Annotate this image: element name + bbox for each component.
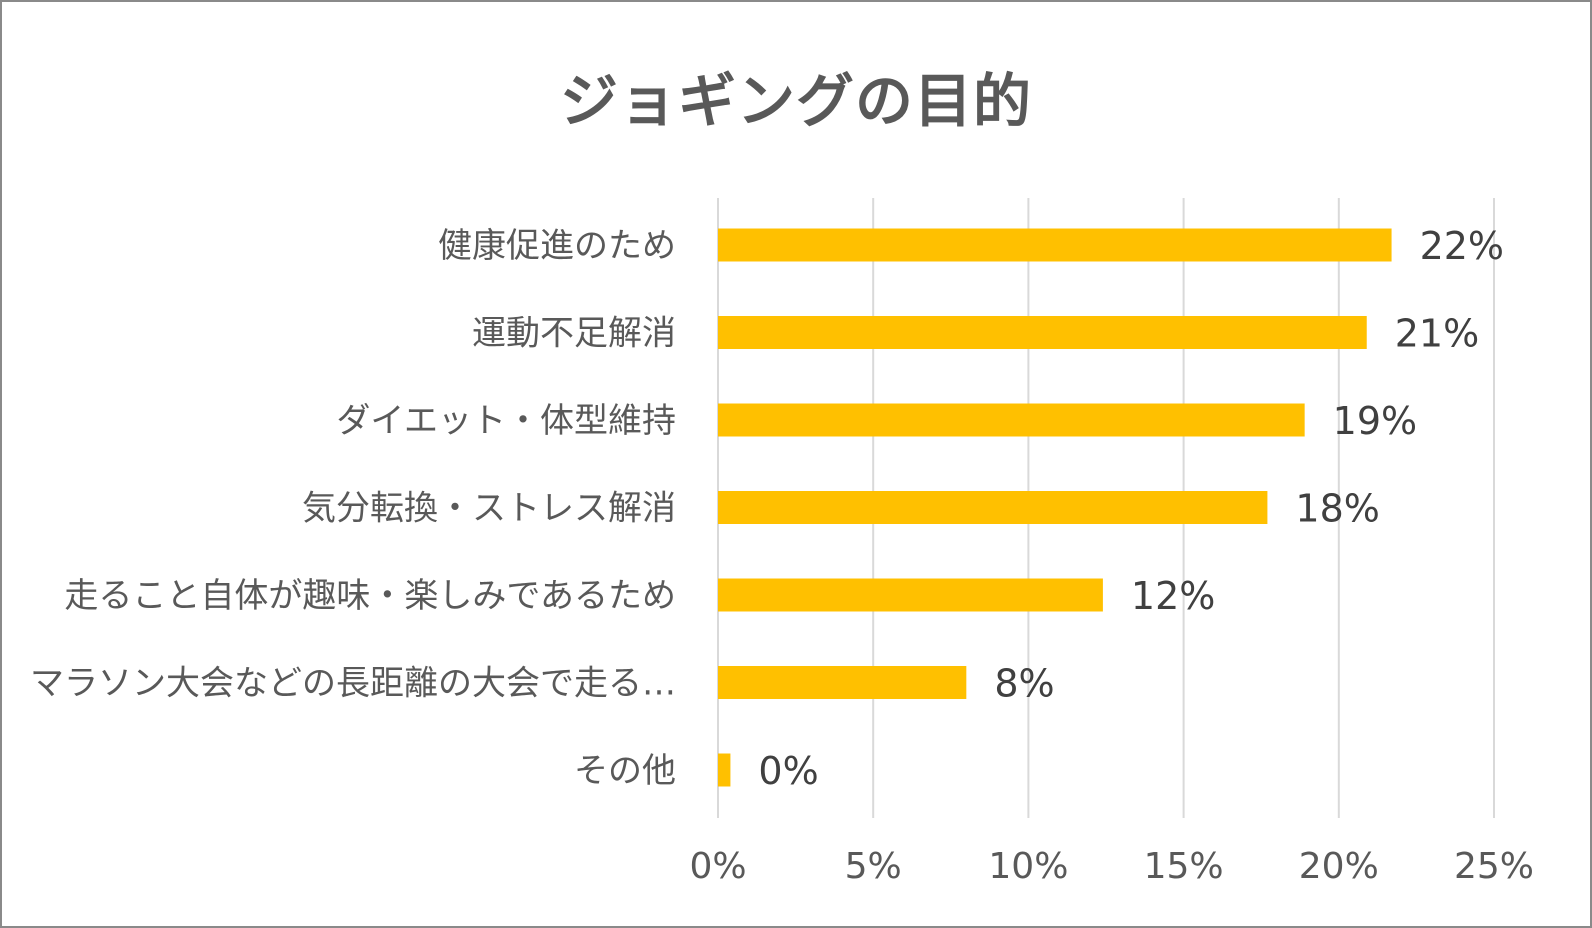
x-tick-label-5: 5% <box>845 846 902 887</box>
bar-2 <box>718 403 1305 437</box>
category-label-0: 健康促進のため <box>438 226 676 266</box>
bar-1 <box>718 316 1367 349</box>
value-label-6: 0% <box>758 749 818 793</box>
x-tick-label-25: 25% <box>1454 846 1534 887</box>
labels: 0% 5% 10% 15% 20% 25% 健康促進のため 22% 運動不足解消 21% ダイエット… <box>30 224 1534 887</box>
category-label-2: ダイエット・体型維持 <box>336 401 676 441</box>
bar-6 <box>718 753 731 787</box>
value-label-0: 22% <box>1420 224 1504 268</box>
value-label-5: 8% <box>994 662 1054 706</box>
bar-5 <box>718 666 967 699</box>
value-label-1: 21% <box>1395 312 1479 356</box>
value-label-4: 12% <box>1131 574 1215 618</box>
chart-title: ジョギングの目的 <box>559 67 1032 135</box>
category-label-3: 気分転換・ストレス解消 <box>302 489 676 529</box>
category-label-1: 運動不足解消 <box>472 314 676 354</box>
bar-0 <box>718 228 1392 262</box>
value-label-2: 19% <box>1333 399 1417 443</box>
x-tick-label-20: 20% <box>1299 846 1379 887</box>
category-label-6: その他 <box>574 751 676 791</box>
x-tick-label-15: 15% <box>1144 846 1224 887</box>
category-label-5: マラソン大会などの長距離の大会で走る… <box>30 664 676 704</box>
category-label-4: 走ること自体が趣味・楽しみであるため <box>64 576 676 616</box>
bars <box>718 228 1392 787</box>
x-tick-label-0: 0% <box>689 846 746 887</box>
value-label-3: 18% <box>1295 487 1379 531</box>
bar-4 <box>718 578 1103 612</box>
bar-3 <box>718 491 1268 524</box>
x-tick-label-10: 10% <box>988 846 1068 887</box>
